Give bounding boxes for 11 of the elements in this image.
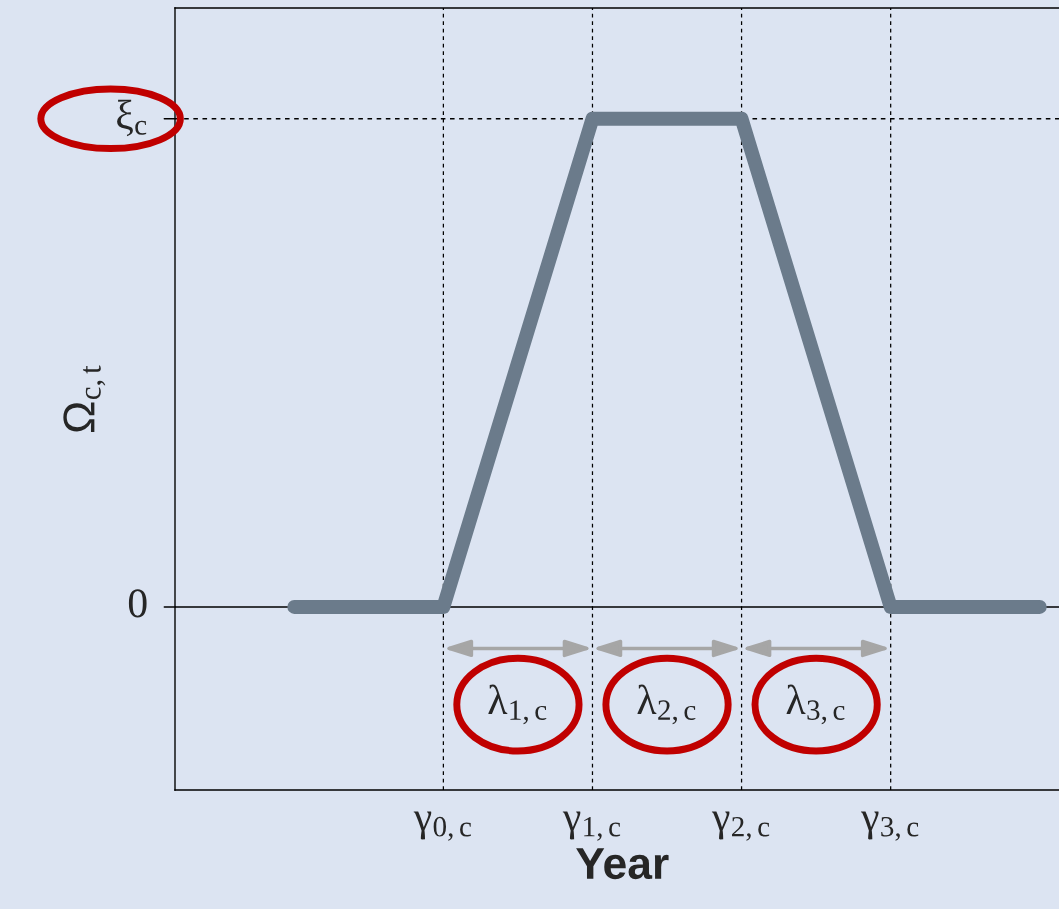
- ref-line-label: 0: [128, 589, 147, 618]
- x-axis-title: Year: [576, 848, 669, 880]
- ref-line-label: ξ$_{c}$: [117, 99, 147, 137]
- text: λ$_{2,c}$: [637, 684, 696, 725]
- x-tick-label: γ$_{1,c}$: [562, 811, 621, 841]
- text: λ$_{1,c}$: [488, 684, 547, 725]
- x-tick-label: γ$_{0,c}$: [413, 811, 471, 841]
- text: λ$_{3,c}$: [786, 684, 845, 725]
- x-tick-label: γ$_{2,c}$: [711, 811, 770, 841]
- y-axis-title: Ω$_{c,t}$: [63, 365, 106, 432]
- x-tick-label: γ$_{3,c}$: [861, 811, 919, 841]
